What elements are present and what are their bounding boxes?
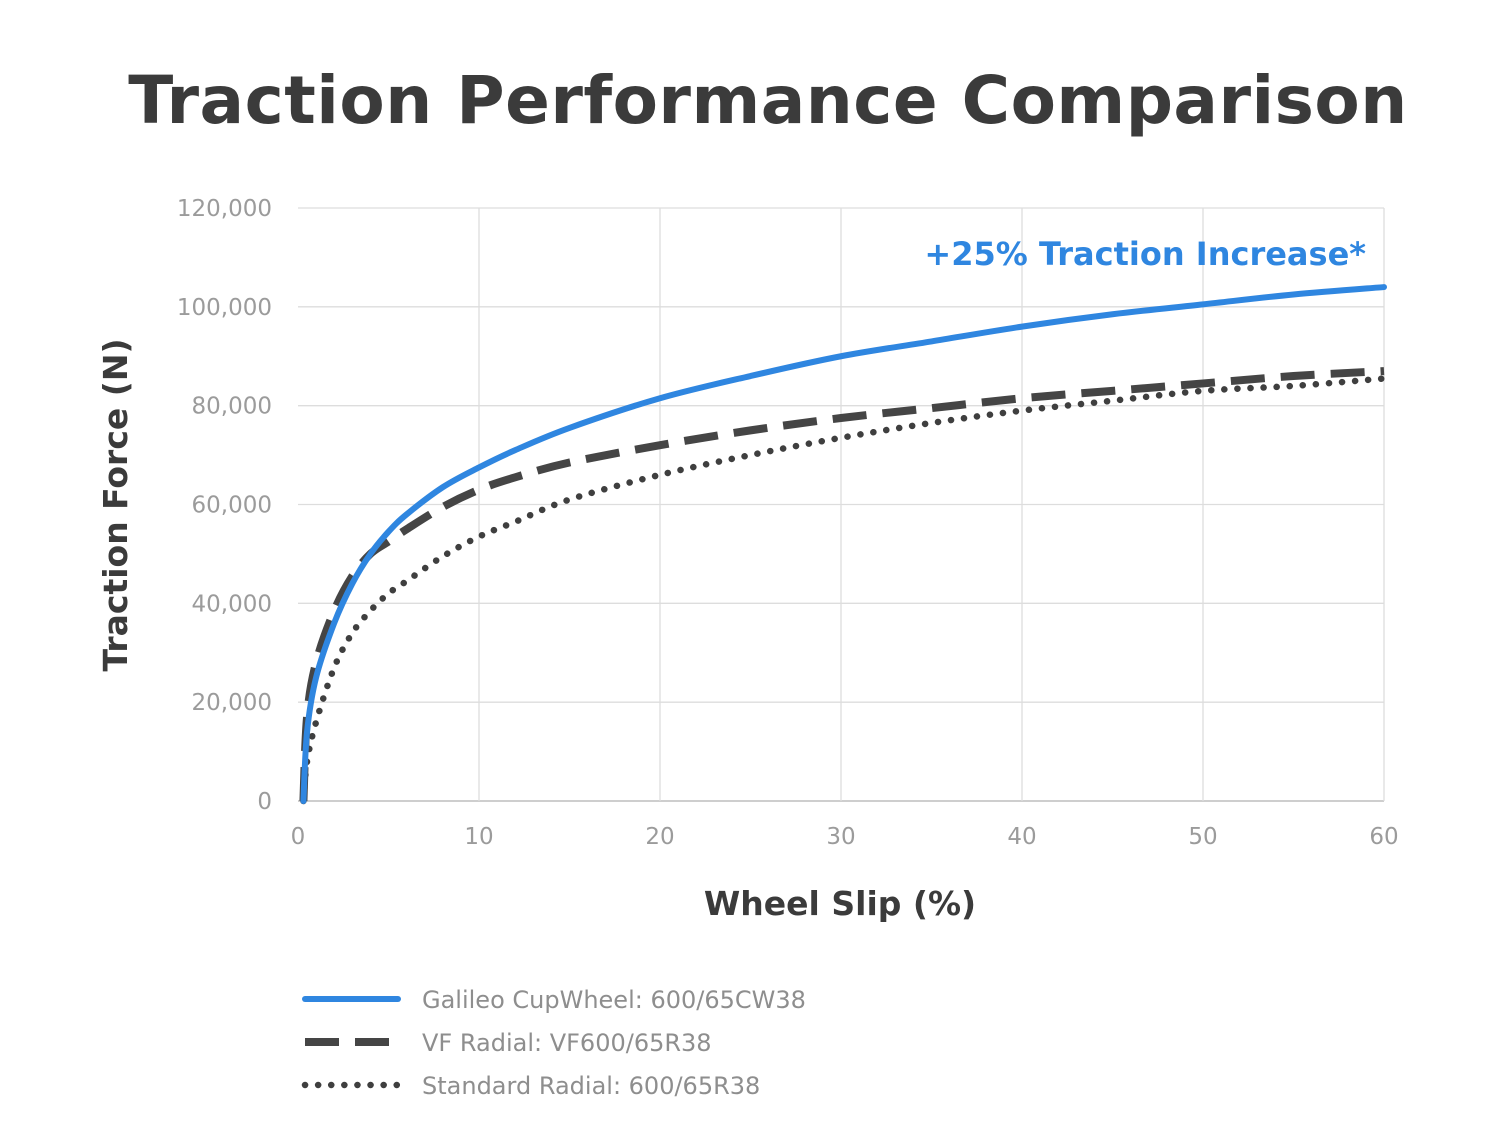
series-line-dashed	[299, 367, 1385, 802]
y-tick-label: 0	[257, 789, 272, 815]
series-line-dotted	[300, 375, 1388, 805]
legend-label: VF Radial: VF600/65R38	[422, 1029, 712, 1057]
x-tick-label: 10	[464, 824, 493, 850]
tick-labels: 0 20,000 40,000 60,000 80,000 100,000 120,000 0…	[177, 196, 1399, 850]
x-tick-label: 50	[1188, 824, 1217, 850]
y-tick-label: 60,000	[192, 493, 272, 519]
x-tick-label: 30	[826, 824, 855, 850]
x-tick-label: 40	[1007, 824, 1036, 850]
legend: Galileo CupWheel: 600/65CW38 VF Radial: V…	[301, 986, 806, 1100]
chart-title: Traction Performance Comparison	[128, 62, 1408, 139]
x-tick-label: 60	[1369, 824, 1398, 850]
x-tick-label: 20	[645, 824, 674, 850]
series-lines	[299, 284, 1388, 805]
y-tick-label: 120,000	[177, 196, 272, 222]
legend-label: Galileo CupWheel: 600/65CW38	[422, 986, 806, 1014]
legend-label: Standard Radial: 600/65R38	[422, 1072, 760, 1100]
x-axis-title: Wheel Slip (%)	[704, 884, 976, 923]
x-tick-label: 0	[291, 824, 306, 850]
y-axis-title: Traction Force (N)	[96, 338, 135, 671]
y-tick-label: 40,000	[192, 591, 272, 617]
grid-lines	[298, 207, 1385, 802]
annotation-traction-increase: +25% Traction Increase*	[924, 235, 1366, 273]
series-line-solid	[300, 284, 1387, 804]
y-tick-label: 100,000	[177, 295, 272, 321]
y-tick-label: 20,000	[192, 690, 272, 716]
y-tick-label: 80,000	[192, 394, 272, 420]
